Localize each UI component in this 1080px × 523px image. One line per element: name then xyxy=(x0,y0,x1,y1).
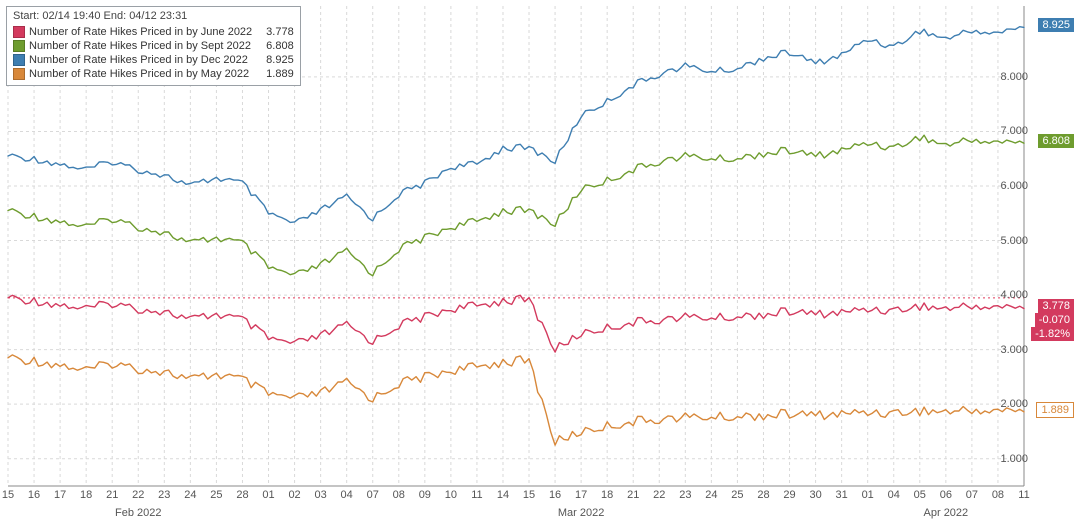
series-may2022 xyxy=(8,355,1024,445)
legend-swatch xyxy=(13,26,25,38)
y-tick-label: 4.000 xyxy=(1000,289,1028,301)
legend-swatch xyxy=(13,40,25,52)
series-june2022 xyxy=(8,295,1024,352)
x-tick-label: 24 xyxy=(705,489,717,501)
x-tick-label: 16 xyxy=(28,489,40,501)
legend-label: Number of Rate Hikes Priced in by May 20… xyxy=(29,67,249,81)
x-tick-label: 09 xyxy=(419,489,431,501)
x-tick-label: 22 xyxy=(653,489,665,501)
x-tick-label: 04 xyxy=(888,489,900,501)
legend-label: Number of Rate Hikes Priced in by June 2… xyxy=(29,25,252,39)
x-tick-label: 16 xyxy=(549,489,561,501)
x-tick-label: 02 xyxy=(288,489,300,501)
x-tick-label: 10 xyxy=(445,489,457,501)
x-tick-label: 28 xyxy=(236,489,248,501)
end-value-badge-may2022: 1.889 xyxy=(1036,402,1074,418)
legend-row-sept2022: Number of Rate Hikes Priced in by Sept 2… xyxy=(13,39,294,53)
end-value-badge-dec2022: 8.925 xyxy=(1038,18,1074,32)
x-tick-label: 23 xyxy=(679,489,691,501)
legend-row-june2022: Number of Rate Hikes Priced in by June 2… xyxy=(13,25,294,39)
chart-container: Start: 02/14 19:40 End: 04/12 23:31 Numb… xyxy=(0,0,1080,523)
y-tick-label: 3.000 xyxy=(1000,344,1028,356)
series-sept2022 xyxy=(8,135,1024,276)
legend-label: Number of Rate Hikes Priced in by Dec 20… xyxy=(29,53,248,67)
x-tick-label: 15 xyxy=(523,489,535,501)
end-extra-badge-june2022: -1.82% xyxy=(1031,327,1074,341)
x-tick-label: 04 xyxy=(341,489,353,501)
legend-swatch xyxy=(13,68,25,80)
legend-value: 3.778 xyxy=(256,25,294,39)
x-tick-label: 05 xyxy=(914,489,926,501)
x-tick-label: 03 xyxy=(314,489,326,501)
x-tick-label: 08 xyxy=(393,489,405,501)
y-tick-label: 7.000 xyxy=(1000,125,1028,137)
x-tick-label: 15 xyxy=(2,489,14,501)
x-tick-label: 11 xyxy=(1018,489,1029,501)
x-tick-label: 30 xyxy=(809,489,821,501)
x-tick-label: 25 xyxy=(731,489,743,501)
time-range-label: Start: 02/14 19:40 End: 04/12 23:31 xyxy=(13,9,294,23)
y-tick-label: 8.000 xyxy=(1000,71,1028,83)
legend-box: Start: 02/14 19:40 End: 04/12 23:31 Numb… xyxy=(6,6,301,86)
y-tick-label: 2.000 xyxy=(1000,398,1028,410)
x-month-label: Feb 2022 xyxy=(115,507,161,519)
x-tick-label: 11 xyxy=(471,489,482,501)
legend-value: 8.925 xyxy=(256,53,294,67)
x-tick-label: 21 xyxy=(106,489,118,501)
x-tick-label: 23 xyxy=(158,489,170,501)
x-tick-label: 28 xyxy=(757,489,769,501)
x-tick-label: 07 xyxy=(367,489,379,501)
legend-swatch xyxy=(13,54,25,66)
x-tick-label: 17 xyxy=(54,489,66,501)
x-tick-label: 14 xyxy=(497,489,509,501)
x-tick-label: 31 xyxy=(836,489,848,501)
x-tick-label: 01 xyxy=(262,489,274,501)
legend-row-may2022: Number of Rate Hikes Priced in by May 20… xyxy=(13,67,294,81)
legend-row-dec2022: Number of Rate Hikes Priced in by Dec 20… xyxy=(13,53,294,67)
x-tick-label: 01 xyxy=(862,489,874,501)
end-value-badge-sept2022: 6.808 xyxy=(1038,134,1074,148)
x-tick-label: 06 xyxy=(940,489,952,501)
x-tick-label: 24 xyxy=(184,489,196,501)
x-tick-label: 18 xyxy=(601,489,613,501)
x-month-label: Apr 2022 xyxy=(924,507,969,519)
x-month-label: Mar 2022 xyxy=(558,507,604,519)
legend-label: Number of Rate Hikes Priced in by Sept 2… xyxy=(29,39,251,53)
y-tick-label: 1.000 xyxy=(1000,453,1028,465)
x-tick-label: 29 xyxy=(783,489,795,501)
end-value-badge-june2022: 3.778 xyxy=(1038,299,1074,313)
y-tick-label: 6.000 xyxy=(1000,180,1028,192)
x-tick-label: 22 xyxy=(132,489,144,501)
end-extra-badge-june2022: -0.070 xyxy=(1035,313,1074,327)
x-tick-label: 08 xyxy=(992,489,1004,501)
legend-value: 6.808 xyxy=(256,39,294,53)
y-tick-label: 5.000 xyxy=(1000,235,1028,247)
x-tick-label: 21 xyxy=(627,489,639,501)
x-tick-label: 25 xyxy=(210,489,222,501)
legend-value: 1.889 xyxy=(256,67,294,81)
x-tick-label: 18 xyxy=(80,489,92,501)
x-tick-label: 17 xyxy=(575,489,587,501)
x-tick-label: 07 xyxy=(966,489,978,501)
